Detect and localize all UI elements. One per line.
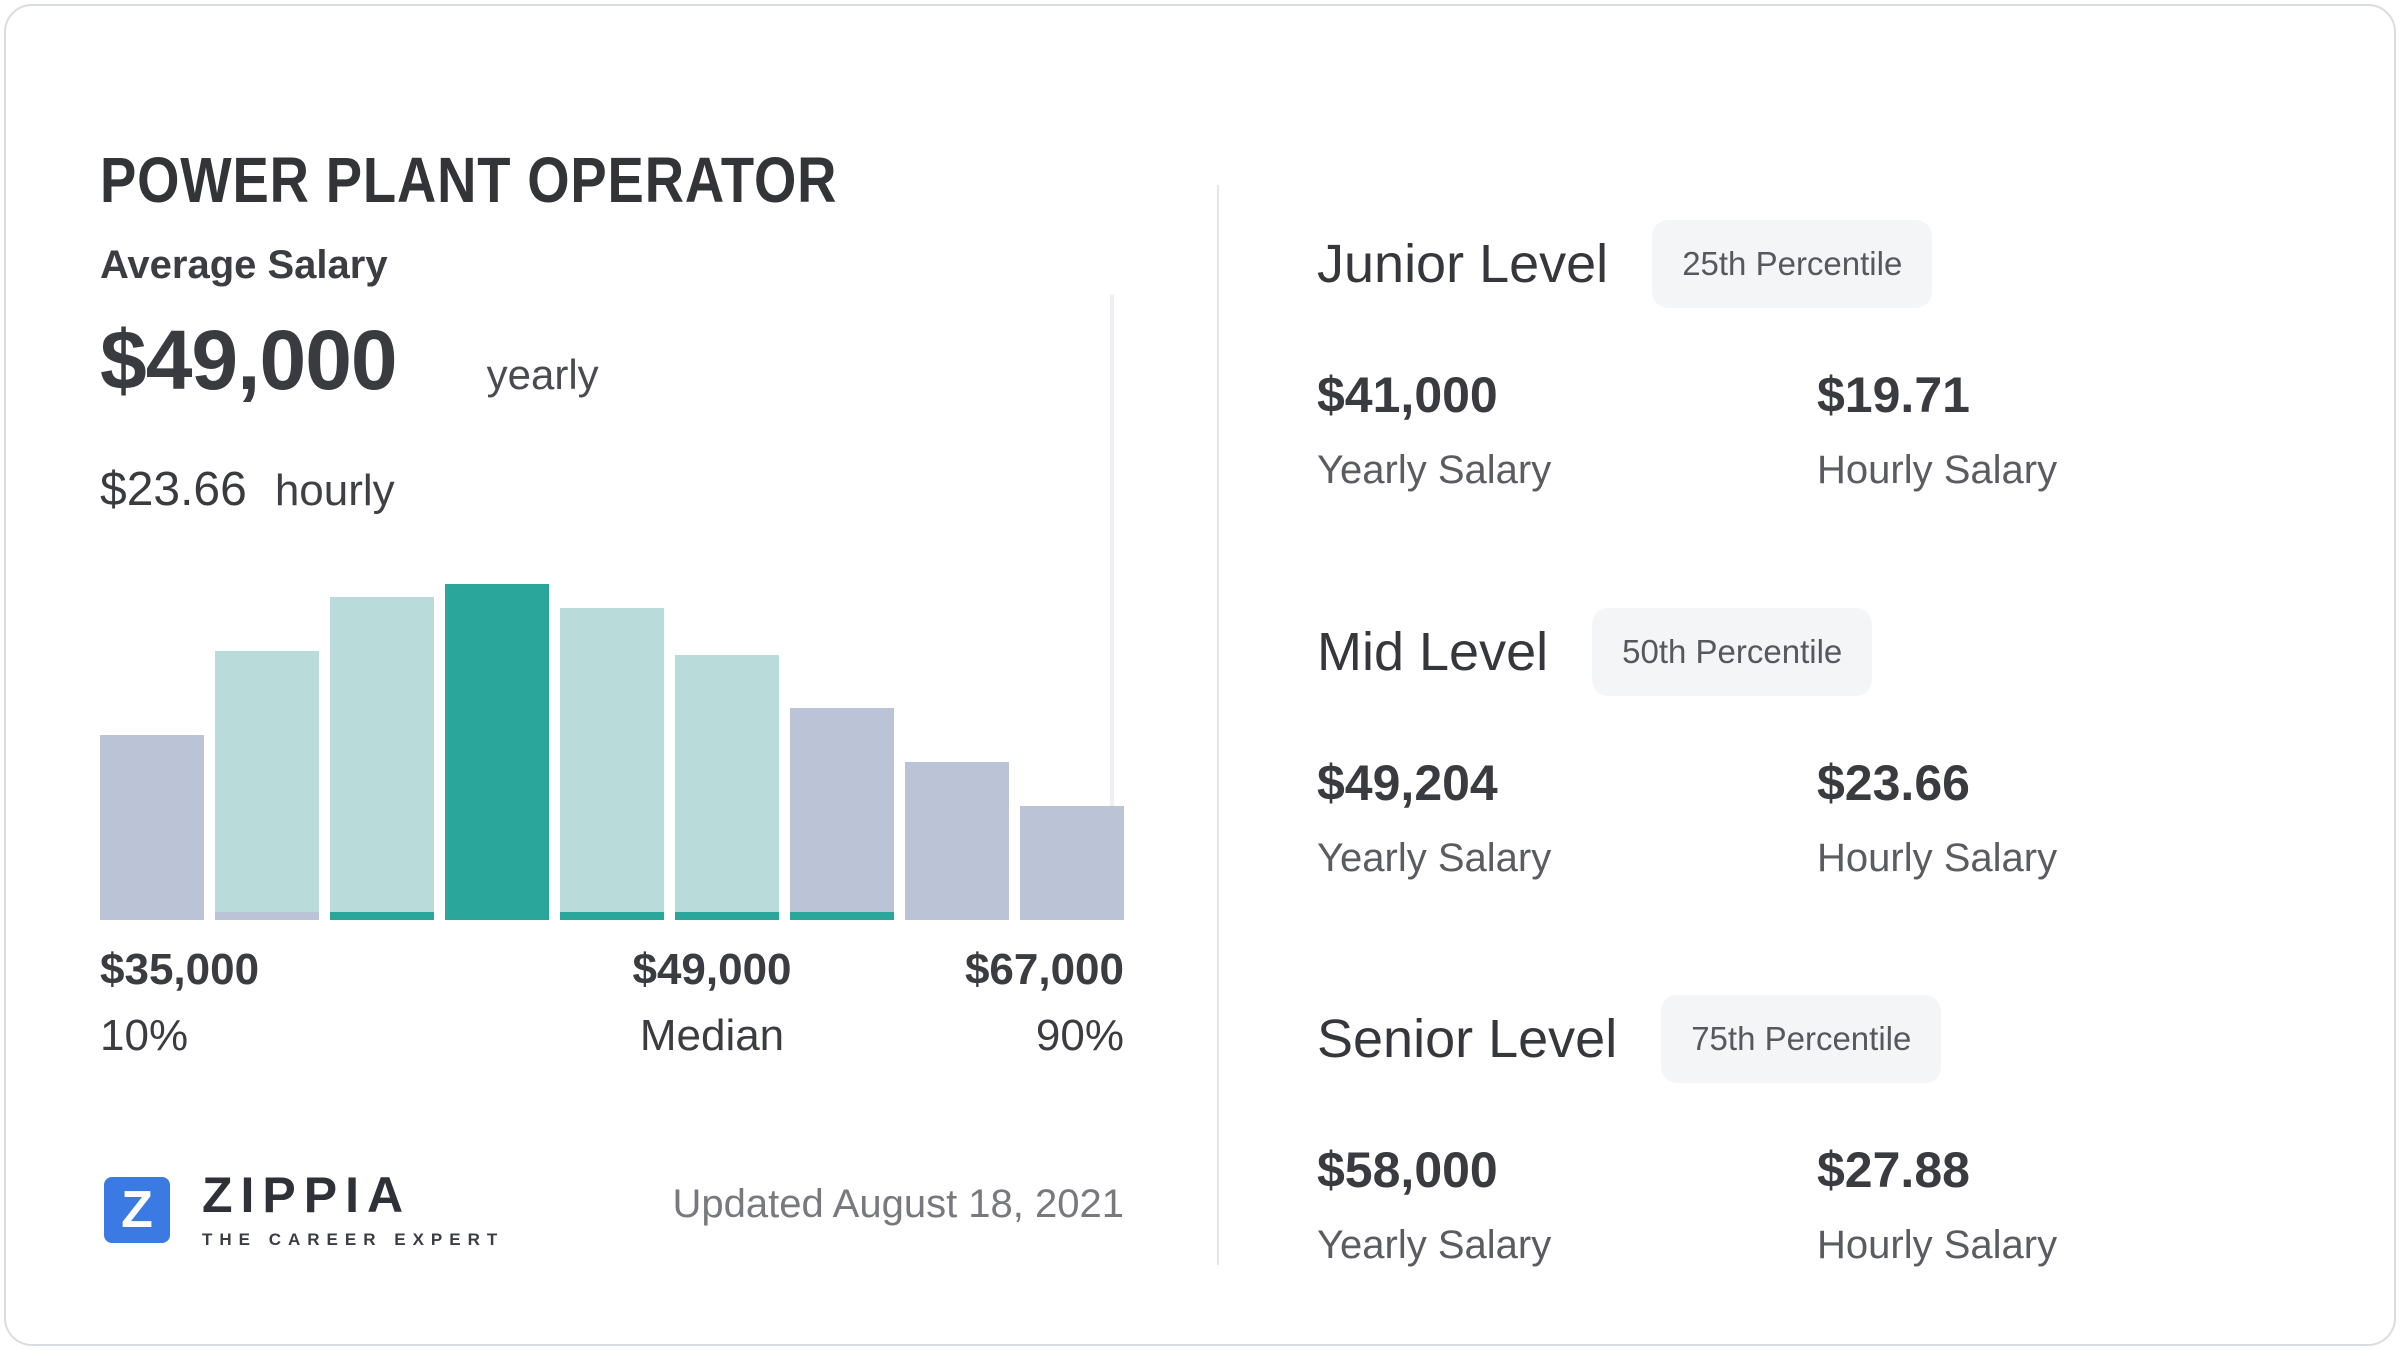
salary-histogram (100, 294, 1124, 920)
histogram-bar (560, 608, 664, 920)
hourly-amount: $23.66 (1817, 755, 1970, 811)
axis-marker-value: $49,000 (632, 945, 792, 994)
hourly-amount: $27.88 (1817, 1142, 1970, 1198)
yearly-column: $58,000 Yearly Salary (1317, 1135, 1817, 1273)
histogram-bar (215, 651, 319, 920)
histogram-axis-labels: $35,000 10% $49,000 Median $67,000 90% (100, 948, 1124, 1078)
yearly-amount: $41,000 (1317, 367, 1498, 423)
hourly-label: Hourly Salary (1817, 448, 2058, 492)
histogram-bar-strip (560, 912, 664, 920)
brand-name: ZIPPIA (202, 1167, 412, 1223)
histogram-bar (1020, 806, 1124, 920)
logo-letter: Z (121, 1181, 153, 1239)
yearly-label: Yearly Salary (1317, 1223, 1552, 1267)
average-hourly-value: $23.66 (100, 463, 247, 516)
axis-marker-median: $49,000 Median (462, 948, 962, 1058)
histogram-bar-strip (330, 912, 434, 920)
level-block-junior: Junior Level 25th Percentile $41,000 Yea… (1317, 220, 2317, 498)
average-yearly-row: $49,000 yearly (100, 312, 599, 409)
page-title: POWER PLANT OPERATOR (100, 143, 838, 216)
brand-text: ZIPPIA THE CAREER EXPERT (202, 1170, 504, 1250)
axis-marker-10th: $35,000 10% (100, 948, 600, 1058)
level-columns: $49,204 Yearly Salary $23.66 Hourly Sala… (1317, 748, 2317, 886)
hourly-column: $27.88 Hourly Salary (1817, 1135, 2317, 1273)
yearly-column: $49,204 Yearly Salary (1317, 748, 1817, 886)
yearly-amount: $49,204 (1317, 755, 1498, 811)
average-salary-heading: Average Salary (100, 243, 388, 287)
histogram-bar (675, 655, 779, 920)
hourly-label: Hourly Salary (1817, 836, 2058, 880)
histogram-bar (100, 735, 204, 920)
hourly-amount: $19.71 (1817, 367, 1970, 423)
level-columns: $58,000 Yearly Salary $27.88 Hourly Sala… (1317, 1135, 2317, 1273)
level-header: Junior Level 25th Percentile (1317, 220, 2317, 308)
histogram-bar (445, 584, 549, 920)
percentile-badge: 25th Percentile (1652, 220, 1933, 308)
ninetieth-percentile-line (1110, 294, 1114, 920)
level-name: Mid Level (1317, 622, 1549, 682)
zippia-logo[interactable]: Z ZIPPIA THE CAREER EXPERT (104, 1170, 504, 1250)
zippia-logo-icon: Z (104, 1177, 170, 1243)
level-block-senior: Senior Level 75th Percentile $58,000 Yea… (1317, 995, 2317, 1273)
axis-marker-value: $35,000 (100, 945, 260, 994)
yearly-label: Yearly Salary (1317, 448, 1552, 492)
average-yearly-unit: yearly (486, 351, 599, 398)
level-name: Junior Level (1317, 234, 1609, 294)
brand-tagline: THE CAREER EXPERT (202, 1230, 505, 1249)
level-header: Mid Level 50th Percentile (1317, 608, 2317, 696)
level-name: Senior Level (1317, 1009, 1618, 1069)
level-header: Senior Level 75th Percentile (1317, 995, 2317, 1083)
axis-marker-90th: $67,000 90% (624, 948, 1124, 1058)
level-block-mid: Mid Level 50th Percentile $49,204 Yearly… (1317, 608, 2317, 886)
yearly-amount: $58,000 (1317, 1142, 1498, 1198)
histogram-bar-strip (790, 912, 894, 920)
yearly-label: Yearly Salary (1317, 836, 1552, 880)
average-yearly-value: $49,000 (100, 313, 398, 407)
percentile-badge: 75th Percentile (1661, 995, 1942, 1083)
histogram-bar (905, 762, 1009, 920)
yearly-column: $41,000 Yearly Salary (1317, 360, 1817, 498)
panel-divider (1217, 185, 1219, 1265)
axis-marker-label: 90% (1035, 1011, 1124, 1060)
hourly-column: $23.66 Hourly Salary (1817, 748, 2317, 886)
level-columns: $41,000 Yearly Salary $19.71 Hourly Sala… (1317, 360, 2317, 498)
axis-marker-value: $67,000 (964, 945, 1124, 994)
histogram-bar-strip (675, 912, 779, 920)
histogram-bar (330, 597, 434, 920)
average-hourly-row: $23.66 hourly (100, 462, 395, 517)
histogram-bar (790, 708, 894, 920)
axis-marker-label: 10% (100, 1011, 189, 1060)
hourly-label: Hourly Salary (1817, 1223, 2058, 1267)
average-hourly-unit: hourly (274, 466, 395, 515)
hourly-column: $19.71 Hourly Salary (1817, 360, 2317, 498)
histogram-bar-strip (215, 912, 319, 920)
axis-marker-label: Median (639, 1011, 785, 1060)
updated-date: Updated August 18, 2021 (672, 1182, 1124, 1226)
percentile-badge: 50th Percentile (1592, 608, 1873, 696)
